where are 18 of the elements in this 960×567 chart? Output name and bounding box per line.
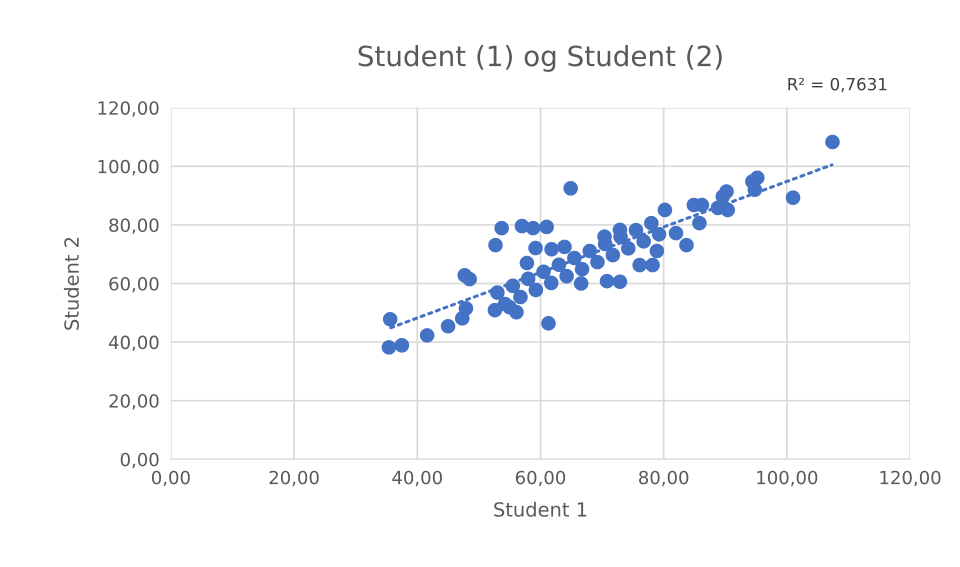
y-tick-label: 60,00	[109, 276, 159, 292]
x-tick-label: 20,00	[270, 470, 319, 486]
x-tick-label: 80,00	[639, 470, 688, 486]
y-tick-label: 40,00	[108, 336, 159, 352]
x-tick-label: 120,00	[880, 470, 940, 486]
y-tick-label: 0,00	[120, 452, 159, 468]
y-tick-label: 80,00	[109, 218, 159, 234]
text: R² = 0,7631	[788, 78, 886, 92]
x-axis-title: Student 1	[494, 502, 586, 517]
x-tick-label: 40,00	[392, 470, 442, 486]
y-axis-title: Student 2	[64, 238, 79, 330]
x-tick-label: 60,00	[516, 470, 566, 486]
y-tick-label: 120,00	[98, 101, 159, 117]
chart-title: Student (1) og Student (2)	[358, 44, 722, 72]
y-tick-label: 20,00	[109, 394, 159, 410]
x-tick-label: 0,00	[152, 470, 190, 486]
y-tick-label: 100,00	[98, 160, 159, 176]
x-tick-label: 100,00	[757, 470, 818, 486]
